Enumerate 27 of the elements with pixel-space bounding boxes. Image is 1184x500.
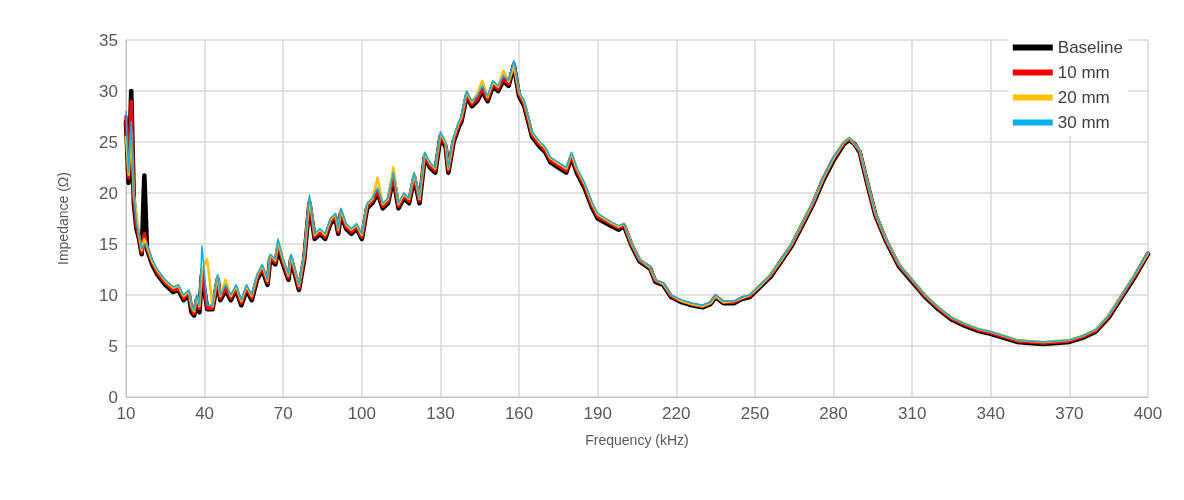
y-tick-label: 35 xyxy=(99,30,118,50)
y-tick-label: 10 xyxy=(99,285,118,305)
y-tick-label: 25 xyxy=(99,132,118,152)
legend-label: 30 mm xyxy=(1057,113,1110,132)
y-tick-label: 5 xyxy=(108,336,118,356)
x-tick-label: 100 xyxy=(347,404,377,423)
x-tick-label: 370 xyxy=(1055,404,1084,423)
legend-label: Baseline xyxy=(1057,38,1124,57)
x-tick-label: 400 xyxy=(1133,404,1163,423)
legend-label: 20 mm xyxy=(1057,88,1110,107)
x-tick-label: 130 xyxy=(426,404,455,423)
y-axis-title: Impedance (Ω) xyxy=(55,172,71,265)
y-tick-label: 0 xyxy=(108,387,118,407)
y-tick-label: 15 xyxy=(99,234,118,254)
x-tick-label: 160 xyxy=(504,404,534,423)
y-tick-label: 30 xyxy=(99,81,118,101)
x-tick-label: 280 xyxy=(819,404,848,423)
x-axis-title: Frequency (kHz) xyxy=(585,432,689,448)
legend-label: 10 mm xyxy=(1057,63,1110,82)
x-tick-label: 40 xyxy=(195,404,215,423)
x-tick-label: 310 xyxy=(897,404,927,423)
y-tick-label: 20 xyxy=(99,183,118,203)
x-tick-label: 70 xyxy=(273,404,293,423)
x-tick-label: 220 xyxy=(662,404,691,423)
x-tick-label: 190 xyxy=(583,404,612,423)
x-tick-label: 250 xyxy=(740,404,770,423)
x-tick-label: 340 xyxy=(976,404,1005,423)
